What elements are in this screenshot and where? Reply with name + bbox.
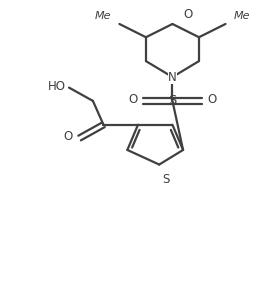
Text: O: O [128,93,137,106]
Text: O: O [208,93,217,106]
Text: O: O [64,130,73,143]
Text: S: S [162,172,170,185]
Text: S: S [168,94,177,107]
Text: Me: Me [233,11,250,21]
Text: Me: Me [95,11,111,21]
Text: O: O [183,8,192,21]
Text: N: N [168,70,177,83]
Text: HO: HO [48,80,66,93]
